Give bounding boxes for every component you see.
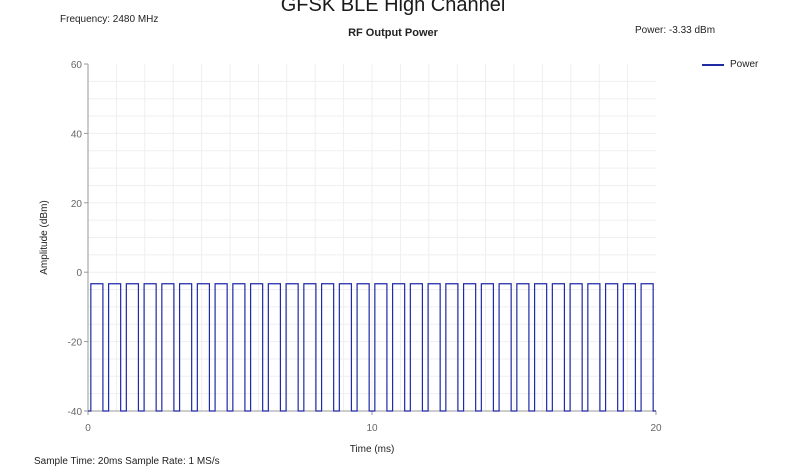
series-layer bbox=[88, 283, 656, 412]
y-tick-label: -40 bbox=[68, 407, 83, 418]
x-tick-label: 10 bbox=[366, 423, 378, 434]
x-tick-label: 20 bbox=[650, 423, 662, 434]
y-axis-label: Amplitude (dBm) bbox=[39, 200, 50, 274]
y-tick-label: 60 bbox=[71, 60, 83, 71]
chart-title-text: RF Output Power bbox=[348, 27, 438, 39]
y-tick-label: 0 bbox=[76, 268, 82, 279]
frequency-label: Frequency: 2480 MHz bbox=[60, 14, 159, 25]
y-tick-label: -20 bbox=[68, 338, 83, 349]
grid-lines bbox=[88, 64, 656, 411]
legend-label-power: Power bbox=[730, 59, 759, 70]
chart-title: RF Output Power bbox=[0, 27, 786, 39]
x-tick-label: 0 bbox=[85, 423, 91, 434]
page-title: GFSK BLE High Channel bbox=[280, 0, 506, 16]
series-line-power bbox=[88, 283, 656, 412]
y-tick-label: 40 bbox=[71, 129, 83, 140]
legend-swatch-power bbox=[702, 63, 724, 66]
power-readout: Power: -3.33 dBm bbox=[635, 25, 716, 36]
legend: Power bbox=[702, 59, 758, 70]
x-axis-label: Time (ms) bbox=[350, 444, 395, 455]
y-tick-label: 20 bbox=[71, 199, 83, 210]
sample-info: Sample Time: 20ms Sample Rate: 1 MS/s bbox=[34, 456, 220, 467]
